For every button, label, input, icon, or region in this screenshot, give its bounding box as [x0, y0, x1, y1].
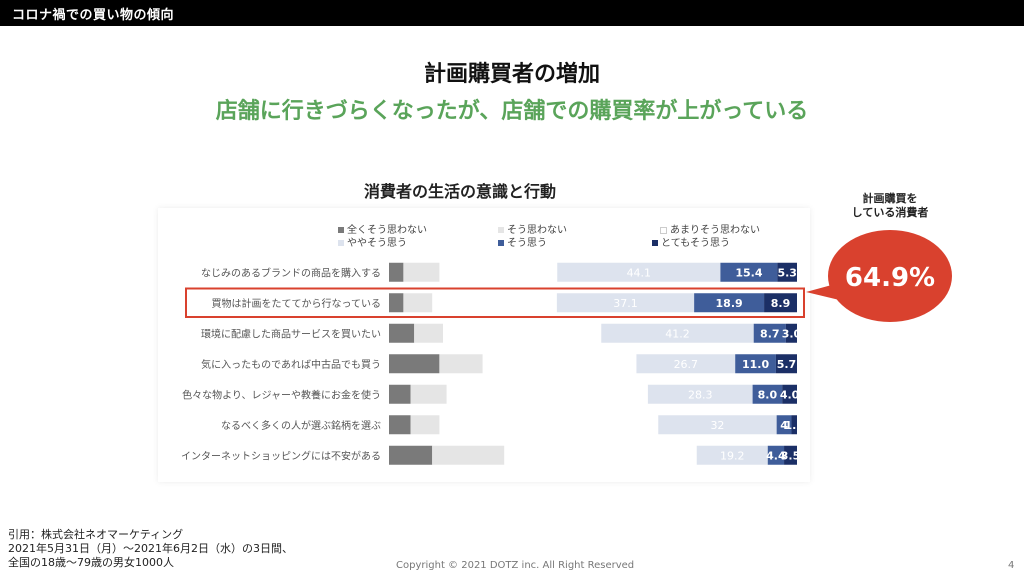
copyright-text: Copyright © 2021 DOTZ inc. All Right Res… [396, 560, 635, 571]
legend-label: そう思う [507, 238, 547, 249]
citation-line3: 全国の18歳～79歳の男女1000人 [8, 556, 174, 569]
legend-label: ややそう思う [347, 238, 407, 249]
callout-pointer [806, 280, 856, 304]
legend-item-3: ややそう思う [338, 234, 407, 249]
callout-label-line2: している消費者 [851, 206, 929, 219]
chart-title: 消費者の生活の意識と行動 [363, 182, 556, 201]
page-subtitle: 店舗に行きづらくなったが、店舗での購買率が上がっている [215, 99, 809, 124]
page-title: 計画購買者の増加 [423, 62, 600, 87]
legend-item-1: そう思わない [498, 221, 567, 236]
callout-value: 64.9% [845, 263, 935, 293]
legend-label: とてもそう思う [661, 238, 730, 249]
legend-swatch [652, 240, 658, 246]
legend-swatch [660, 226, 667, 234]
legend-swatch [338, 227, 344, 233]
legend-swatch [498, 240, 504, 246]
legend-item-4: そう思う [498, 234, 547, 249]
chart-panel [158, 208, 810, 482]
callout-bubble [828, 230, 952, 322]
citation: 引用：株式会社ネオマーケティング 2021年5月31日（月）～2021年6月2日… [8, 528, 293, 570]
legend-item-2: あまりそう思わない [660, 221, 760, 236]
legend-label: そう思わない [507, 225, 567, 236]
callout-label: 計画購買を している消費者 [832, 192, 948, 220]
legend-item-5: とてもそう思う [652, 234, 730, 249]
legend-label: あまりそう思わない [670, 225, 760, 236]
legend-item-0: 全くそう思わない [338, 221, 427, 236]
legend-swatch [498, 227, 504, 233]
header-bar: コロナ禍での買い物の傾向 [0, 0, 1024, 26]
callout-label-line1: 計画購買を [862, 192, 918, 205]
legend-swatch [338, 240, 344, 246]
citation-line2: 2021年5月31日（月）～2021年6月2日（水）の3日間、 [8, 542, 293, 555]
legend-label: 全くそう思わない [347, 225, 427, 236]
citation-line1: 引用：株式会社ネオマーケティング [8, 528, 184, 541]
header-label: コロナ禍での買い物の傾向 [12, 8, 175, 23]
page-number: 4 [1008, 560, 1015, 571]
